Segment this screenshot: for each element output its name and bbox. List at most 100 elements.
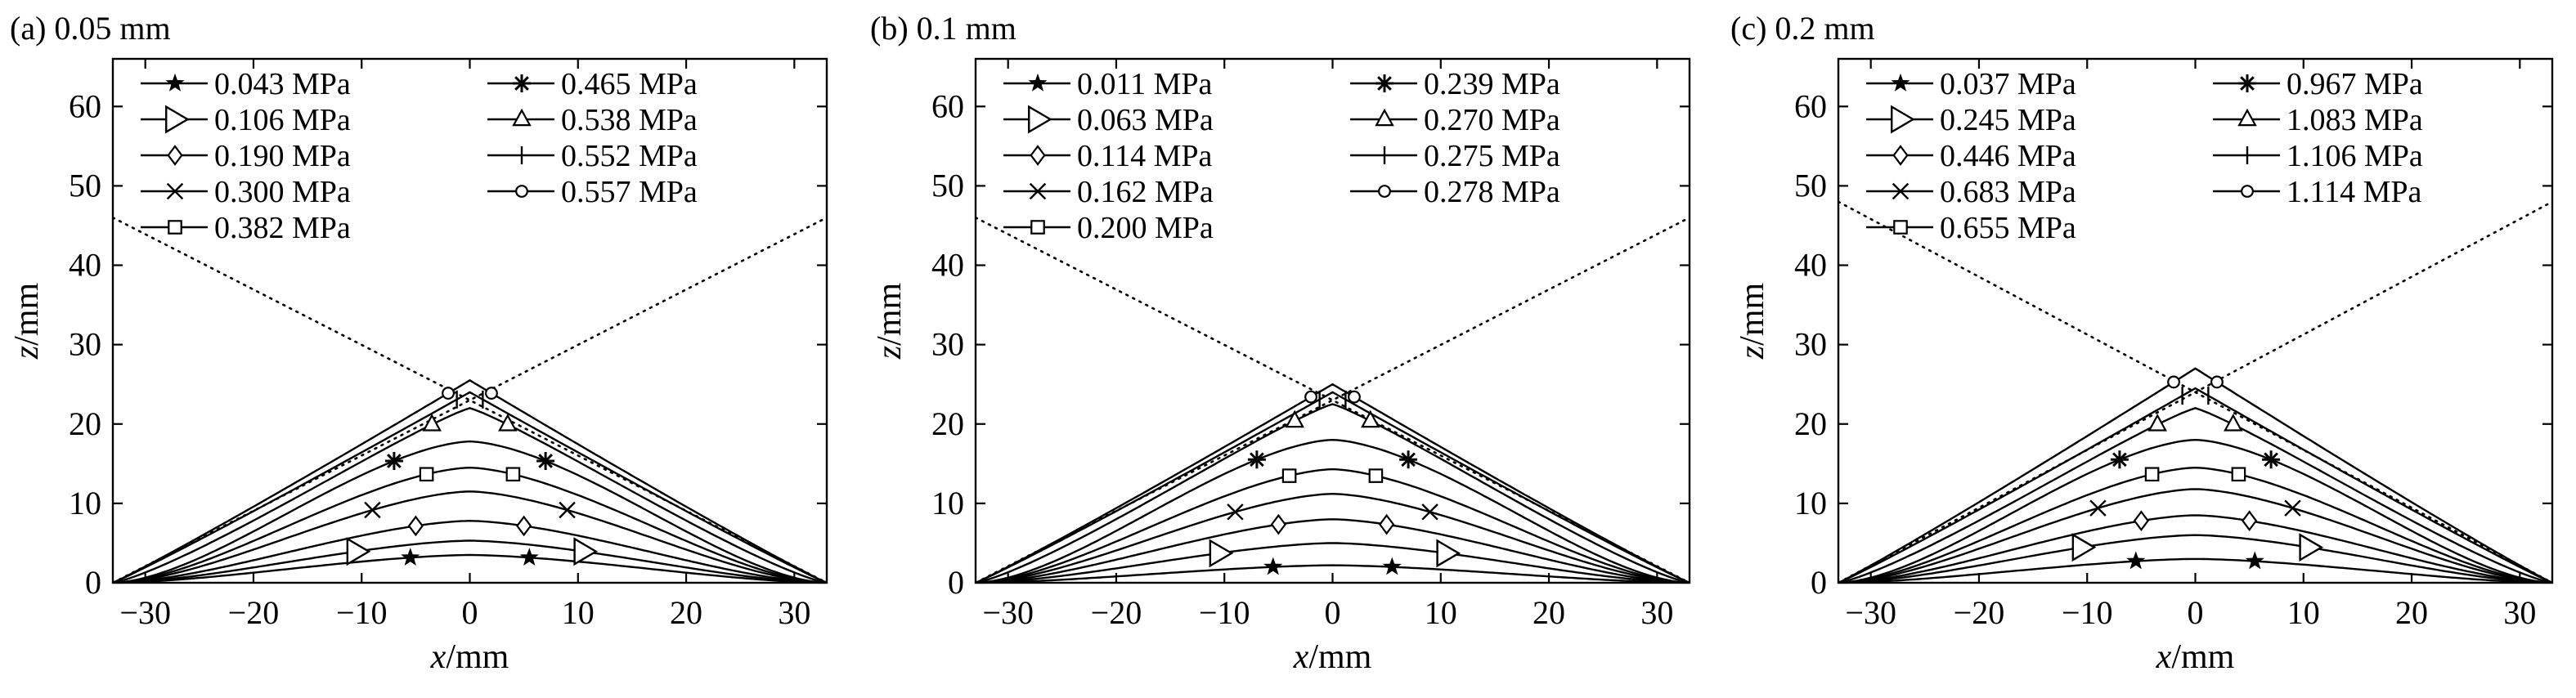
series-x	[1838, 488, 2552, 583]
data-point	[2231, 467, 2246, 482]
series-line	[113, 391, 827, 583]
legend-label: 0.655 MPa	[1940, 211, 2076, 245]
data-point	[1209, 539, 1234, 568]
series-plus	[976, 390, 1690, 583]
y-tick-label: 40	[69, 247, 101, 284]
x-tick-label: −30	[1845, 594, 1896, 631]
x-axis-label: x/mm	[430, 638, 509, 676]
x-tick-label: −20	[1091, 594, 1142, 631]
legend-marker-asterisk	[1376, 74, 1393, 92]
series-triangle-up	[1838, 407, 2552, 583]
chart-panel-2: (b) 0.1 mm −30 −20 −10 0 10 20 30 0 10 20 30 40 50 60 x…	[870, 10, 1691, 676]
series-circle	[976, 383, 1690, 583]
series-line	[976, 468, 1690, 583]
y-tick-label: 40	[1794, 247, 1827, 284]
legend-label: 0.538 MPa	[561, 103, 698, 137]
data-point	[2167, 375, 2180, 389]
series-triangle-up	[113, 407, 827, 583]
legend-marker-x	[1029, 182, 1047, 200]
legend-marker-triangle-right	[1891, 105, 1915, 134]
legend-marker-circle	[515, 185, 528, 198]
y-tick-label: 50	[931, 167, 964, 204]
series-diamond	[1838, 510, 2552, 583]
x-tick-label: 20	[2395, 594, 2428, 631]
legend-item: 0.278 MPa	[1350, 175, 1560, 209]
legend-marker-square	[1030, 220, 1045, 235]
series-line	[1838, 367, 2552, 583]
data-point	[401, 548, 420, 566]
legend-item: 0.446 MPa	[1866, 139, 2076, 173]
x-tick-label: 10	[1425, 594, 1457, 631]
x-tick-label: 10	[2287, 594, 2320, 631]
data-point	[2210, 375, 2224, 389]
y-tick-label: 40	[931, 247, 964, 284]
data-point	[1270, 513, 1286, 535]
x-tick-label: 30	[2503, 594, 2536, 631]
series-line	[113, 407, 827, 583]
data-point	[1361, 409, 1380, 428]
series-star	[976, 557, 1690, 583]
data-point	[573, 537, 599, 566]
x-tick-label: 20	[670, 594, 702, 631]
legend-marker-x	[166, 182, 184, 200]
data-point	[364, 501, 381, 519]
x-tick-label: 0	[2188, 594, 2204, 631]
legend-item: 0.382 MPa	[141, 211, 351, 245]
y-tick-label: 0	[948, 564, 964, 601]
data-point	[2147, 414, 2167, 432]
series-square	[1838, 466, 2552, 583]
series-line	[1838, 557, 2552, 583]
data-point	[2245, 551, 2264, 570]
legend-label: 0.011 MPa	[1077, 67, 1213, 101]
legend-label: 0.552 MPa	[561, 139, 698, 173]
data-point	[2133, 510, 2149, 532]
y-tick-label: 50	[1794, 167, 1827, 204]
y-axis-label: z/mm	[8, 282, 46, 360]
data-point	[2144, 467, 2160, 482]
series-plus	[1838, 387, 2552, 583]
legend-label: 0.106 MPa	[214, 103, 351, 137]
y-axis-label: z/mm	[1734, 282, 1771, 360]
x-tick-label: 10	[562, 594, 595, 631]
x-tick-label: 30	[778, 594, 810, 631]
x-tick-label: −30	[982, 594, 1034, 631]
legend-marker-circle	[2241, 185, 2254, 198]
panel-title: (a) 0.05 mm	[10, 10, 171, 47]
data-point	[419, 467, 434, 482]
legend-marker-triangle-right	[165, 105, 190, 134]
data-point	[519, 548, 539, 566]
dotted-reference-line	[113, 216, 827, 583]
series-line	[1838, 438, 2552, 583]
y-tick-label: 10	[1794, 485, 1827, 521]
data-point	[384, 452, 403, 470]
legend-item: 0.200 MPa	[1003, 211, 1214, 245]
legend-marker-asterisk	[2238, 74, 2256, 92]
x-tick-label: 0	[1325, 594, 1341, 631]
data-point	[2262, 450, 2281, 469]
series-square	[113, 466, 827, 583]
legend-label: 0.114 MPa	[1077, 139, 1213, 173]
x-axis-label: x/mm	[1293, 638, 1372, 676]
legend-marker-triangle-up	[512, 108, 532, 127]
series-line	[1838, 488, 2552, 583]
plot-frame	[111, 57, 828, 584]
series-asterisk	[976, 438, 1690, 583]
legend-marker-asterisk	[513, 74, 531, 92]
legend-marker-diamond	[167, 145, 183, 166]
legend-label: 0.275 MPa	[1424, 139, 1560, 173]
plot-area	[1838, 200, 2552, 583]
series-line	[976, 518, 1690, 583]
data-point	[1368, 468, 1384, 483]
y-tick-label: 30	[1794, 326, 1827, 363]
series-x	[976, 492, 1690, 583]
series-line	[976, 438, 1690, 583]
data-point	[2071, 533, 2097, 562]
data-point	[422, 414, 442, 432]
legend-marker-x	[1892, 182, 1910, 200]
series-line	[976, 492, 1690, 583]
dotted-reference-line	[976, 216, 1690, 583]
legend-marker-diamond	[1892, 145, 1909, 166]
data-point	[2224, 414, 2243, 432]
